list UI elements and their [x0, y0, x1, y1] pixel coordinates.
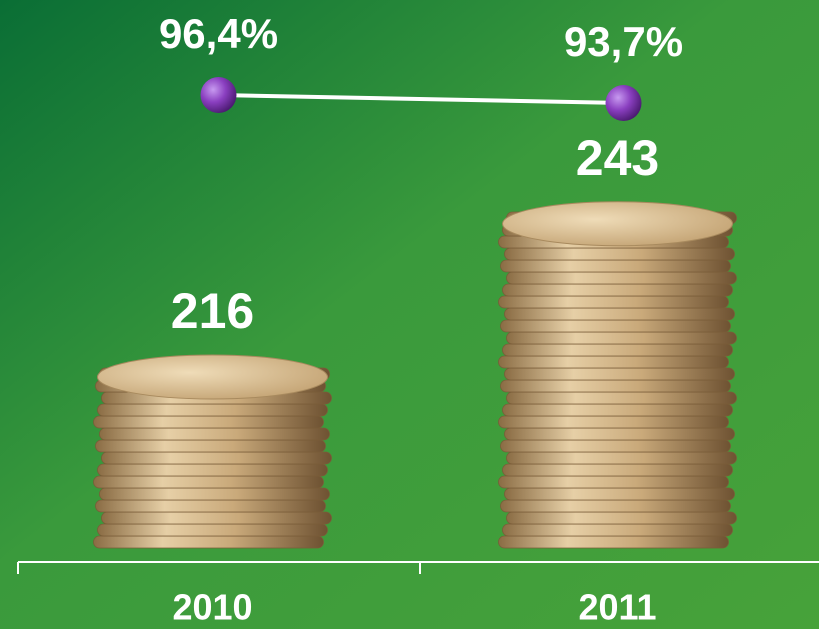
line-value-label: 93,7%: [564, 18, 683, 65]
coin-edge: [99, 487, 330, 501]
coin-edge: [506, 331, 737, 345]
line-point: [605, 85, 642, 122]
coin-edge: [502, 283, 733, 297]
coin-edge: [101, 511, 332, 525]
coin-stack: [93, 354, 332, 549]
coin-edge: [97, 463, 328, 477]
coin-edge: [498, 415, 729, 429]
bar-value-label: 243: [576, 130, 659, 186]
line-value-label: 96,4%: [159, 10, 278, 57]
coin-edge: [498, 355, 729, 369]
coin-edge: [500, 259, 731, 273]
coin-edge: [504, 487, 735, 501]
coin-edge: [500, 379, 731, 393]
coin-edge: [101, 451, 332, 465]
coin-edge: [506, 271, 737, 285]
coin-edge: [504, 247, 735, 261]
coin-edge: [504, 307, 735, 321]
coin-edge: [93, 415, 324, 429]
coin-edge: [502, 403, 733, 417]
bar-value-label: 216: [171, 283, 254, 339]
x-tick-label: 2010: [172, 587, 252, 628]
coin-face: [502, 201, 733, 247]
coin-edge: [506, 391, 737, 405]
coin-edge: [506, 451, 737, 465]
coin-edge: [93, 475, 324, 489]
coin-edge: [502, 463, 733, 477]
coin-edge: [504, 367, 735, 381]
coin-edge: [498, 535, 729, 549]
coin-edge: [502, 343, 733, 357]
coin-edge: [498, 295, 729, 309]
coin-edge: [504, 427, 735, 441]
coin-edge: [97, 523, 328, 537]
line-point: [200, 77, 237, 114]
coin-edge: [500, 439, 731, 453]
line: [218, 93, 624, 106]
coin-edge: [500, 319, 731, 333]
coin-edge: [93, 535, 324, 549]
coin-face: [97, 354, 328, 400]
coin-edge: [502, 523, 733, 537]
coin-edge: [500, 499, 731, 513]
x-tick-label: 2011: [578, 587, 656, 628]
coin-edge: [97, 403, 328, 417]
coin-edge: [95, 499, 326, 513]
coin-edge: [498, 475, 729, 489]
coin-edge: [99, 427, 330, 441]
coin-edge: [95, 439, 326, 453]
coin-stack: [498, 201, 737, 549]
coin-edge: [506, 511, 737, 525]
